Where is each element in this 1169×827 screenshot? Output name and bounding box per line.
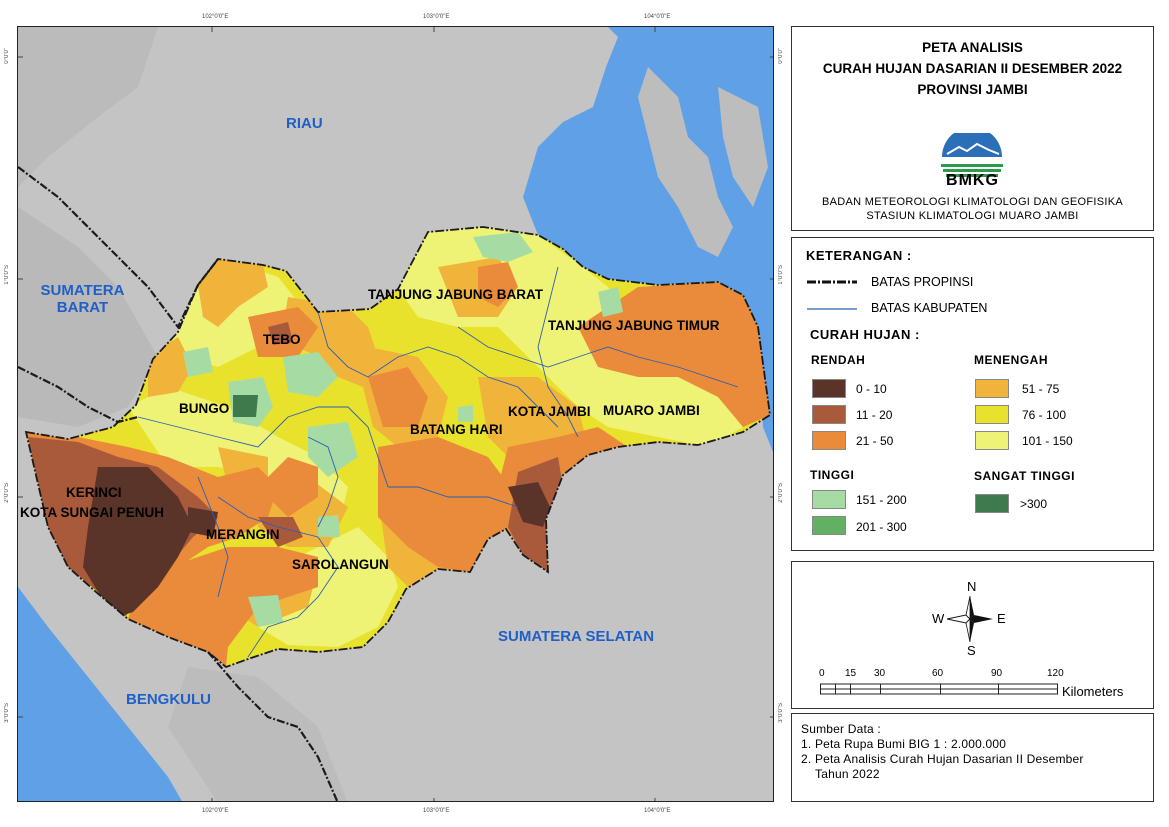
scale-tick-label: 30 [874,668,886,679]
regency-boundaries [137,266,739,658]
legend-group-medium: MENENGAH [974,353,1049,367]
map-title-line3: PROVINSI JAMBI [917,82,1028,97]
class-label: 101 - 150 [1022,434,1073,448]
swatch-101-150 [975,431,1009,450]
regency-label-tanjabtim: TANJUNG JABUNG TIMUR [548,318,720,333]
province-label-bengkulu: BENGKULU [126,691,211,708]
class-label: 21 - 50 [856,434,894,448]
compass-north-label: N [967,579,977,594]
terrain-shade [18,27,158,187]
class-label: 201 - 300 [856,520,907,534]
regency-label-batanghari: BATANG HARI [410,422,503,437]
scale-tick-label: 0 [819,668,825,679]
grid-label-bottom: 102°0'0"E [202,808,229,814]
class-label: 51 - 75 [1022,382,1060,396]
bmkg-logo-text: BMKG [946,172,999,189]
grid-label-left: 2°0'0"S [4,483,10,503]
scale-tick-label: 15 [845,668,857,679]
legend-group-very-high: SANGAT TINGGI [974,469,1075,483]
legend-group-low: RENDAH [811,353,866,367]
grid-label-bottom: 104°0'0"E [644,808,671,814]
regency-label-sungaipenuh: KOTA SUNGAI PENUH [20,505,165,520]
class-label: >300 [1020,497,1048,511]
terrain-shade [168,667,348,801]
source-item: 1. Peta Rupa Bumi BIG 1 : 2.000.000 [801,737,1007,751]
map-canvas [18,27,773,801]
swatch-11-20 [812,405,846,424]
swatch-76-100 [975,405,1009,424]
legend-panel: KETERANGAN : BATAS PROPINSI BATAS KABUPA… [791,237,1154,551]
source-item: 2. Peta Analisis Curah Hujan Dasarian II… [801,752,1084,766]
compass-scale-panel: N W E S 0 15 30 60 90 120 Kilometers [791,561,1154,709]
agency-name: BADAN METEOROLOGI KLIMATOLOGI DAN GEOFIS… [822,196,1123,208]
island [638,67,733,257]
scale-tick-label: 90 [991,668,1003,679]
rainfall-heading: CURAH HUJAN : [810,327,920,342]
terrain-shade [18,207,158,427]
compass-east-label: E [997,611,1006,626]
island [718,87,768,207]
province-label-riau: RIAU [286,115,323,132]
class-label: 0 - 10 [856,382,887,396]
scale-tick-label: 60 [932,668,944,679]
swatch-over-300 [975,494,1009,513]
province-boundary [18,166,339,801]
compass-south-label: S [967,643,976,658]
title-panel: PETA ANALISIS CURAH HUJAN DASARIAN II DE… [791,26,1154,231]
north-arrow-icon [947,596,993,642]
regency-label-kerinci: KERINCI [66,485,122,500]
grid-label-top-outer: 103°0'0"E [423,14,450,20]
grid-label-right: 2°0'0"S [778,483,784,503]
grid-label-left: 1°0'0"S [4,265,10,285]
compass-west-label: W [932,611,945,626]
class-label: 76 - 100 [1022,408,1067,422]
swatch-51-75 [975,379,1009,398]
regency-label-tanjabbar: TANJUNG JABUNG BARAT [368,287,543,302]
class-label: 151 - 200 [856,493,907,507]
source-panel: Sumber Data : 1. Peta Rupa Bumi BIG 1 : … [791,713,1154,802]
map-title-line2: CURAH HUJAN DASARIAN II DESEMBER 2022 [822,61,1123,76]
grid-label-left: 0°0'0" [4,48,10,64]
scale-tick-label: 120 [1047,668,1064,679]
swatch-0-10 [812,379,846,398]
grid-label-right: 0°0'0" [778,48,784,64]
grid-label-bottom: 103°0'0"E [423,808,450,814]
regency-boundary-symbol [807,308,857,310]
bmkg-logo-icon [941,133,1003,177]
grid-label-left: 3°0'0"S [4,703,10,723]
grid-label-right: 1°0'0"S [778,265,784,285]
swatch-21-50 [812,431,846,450]
regency-label-muarojambi: MUARO JAMBI [603,403,700,418]
station-name: STASIUN KLIMATOLOGI MUARO JAMBI [866,210,1079,222]
grid-label-top-outer: 104°0'0"E [644,14,671,20]
rainfall-map[interactable]: 102°0'0"E 103°0'0"E 104°0'0"E RIAU SUMAT… [17,26,774,802]
legend-group-high: TINGGI [810,468,855,482]
regency-label-kotajambi: KOTA JAMBI [508,404,591,419]
legend-province-boundary: BATAS PROPINSI [871,275,974,289]
source-heading: Sumber Data : [801,722,881,736]
regency-label-merangin: MERANGIN [206,527,280,542]
grid-label-top-outer: 102°0'0"E [202,14,229,20]
regency-label-tebo: TEBO [263,332,301,347]
class-label: 11 - 20 [856,408,893,422]
legend-regency-boundary: BATAS KABUPATEN [871,301,988,315]
swatch-151-200 [812,490,846,509]
regency-label-sarolangun: SAROLANGUN [292,557,389,572]
swatch-201-300 [812,516,846,535]
source-item: Tahun 2022 [815,767,880,781]
province-boundary-symbol [807,280,857,284]
province-label-sumbar: SUMATERA BARAT [40,282,125,316]
sea-east [523,27,773,452]
province-label-sumsel: SUMATERA SELATAN [498,628,655,645]
legend-heading: KETERANGAN : [806,248,912,263]
grid-label-right: 3°0'0"S [778,703,784,723]
sea-west [18,587,182,801]
map-title-line1: PETA ANALISIS [922,40,1023,55]
grid-ticks [18,27,773,801]
regency-label-bungo: BUNGO [179,401,230,416]
scale-bar [820,683,1058,695]
scale-unit: Kilometers [1062,684,1124,699]
jambi-outline [24,226,771,669]
